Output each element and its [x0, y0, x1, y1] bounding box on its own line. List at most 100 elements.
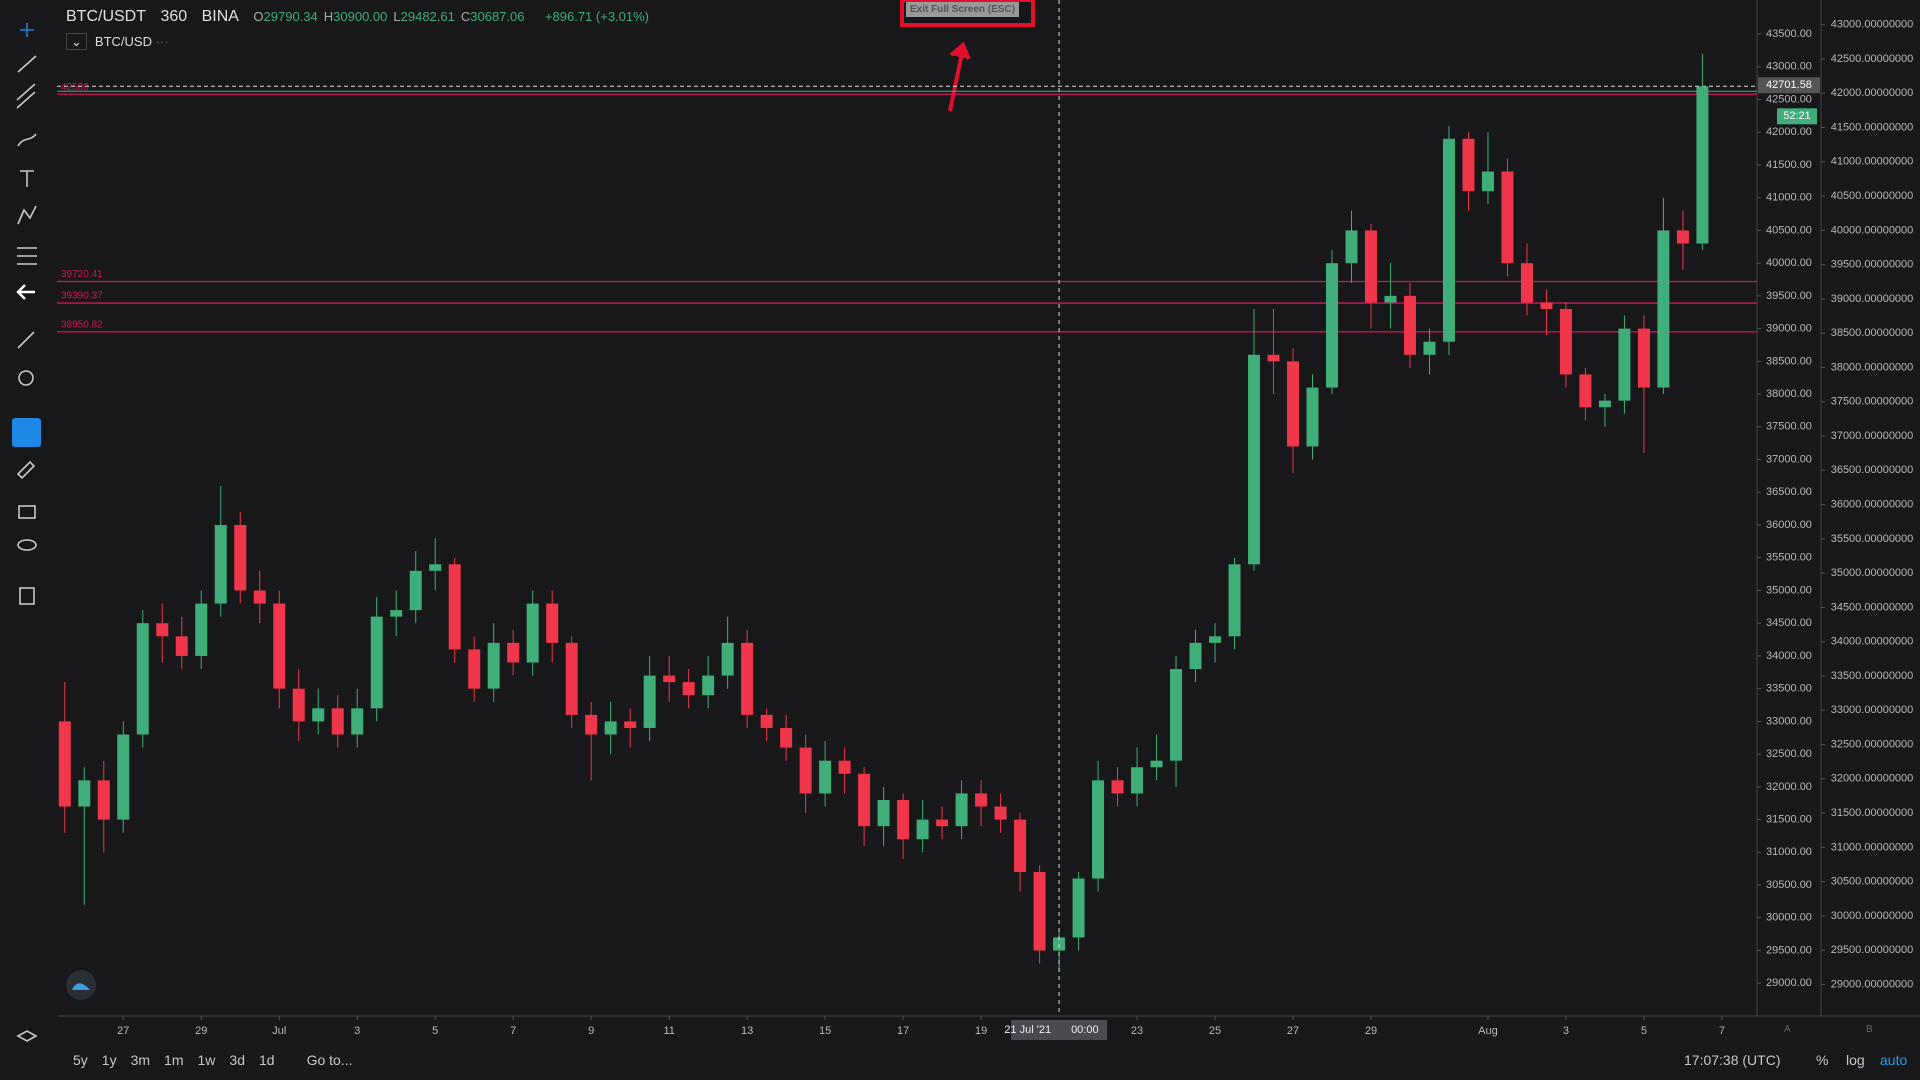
x-tick-label: 19: [975, 1025, 987, 1037]
trash-tool[interactable]: [19, 587, 35, 605]
zoom-tool[interactable]: [18, 370, 34, 386]
candle-body: [975, 793, 988, 807]
log-toggle[interactable]: log: [1846, 1052, 1865, 1068]
range-button[interactable]: 1m: [164, 1052, 184, 1068]
candle-body: [214, 525, 227, 604]
candle-body: [1657, 230, 1670, 388]
candle-body: [741, 642, 754, 715]
candle-body: [1559, 308, 1572, 375]
y-tick-label: 29000.00: [1766, 977, 1812, 989]
symbol[interactable]: BTC/USDT: [66, 8, 146, 25]
compare-symbol[interactable]: BTC/USD: [94, 34, 152, 49]
y-tick-label: 40500.00: [1766, 224, 1812, 236]
x-tick-label: 5: [1641, 1025, 1647, 1037]
draw-lock[interactable]: [16, 460, 36, 480]
candle-body: [253, 590, 266, 604]
y-tick-label: 39500.00: [1766, 290, 1812, 302]
y-tick-label: 29500.00: [1766, 944, 1812, 956]
y-tick-label: 34500.00: [1766, 617, 1812, 629]
range-button[interactable]: 3d: [229, 1052, 245, 1068]
candle-body: [624, 721, 637, 728]
y2-tick-label: 34000.00000000: [1831, 636, 1914, 648]
magnet-tool[interactable]: [12, 418, 41, 447]
ruler-tool[interactable]: [17, 331, 35, 349]
y-tick-label: 43000.00: [1766, 61, 1812, 73]
candle-body: [1306, 387, 1319, 447]
candle-body: [546, 603, 559, 643]
candle-body: [78, 780, 91, 807]
layers-tool[interactable]: [16, 1030, 38, 1042]
pattern-tool[interactable]: [17, 205, 37, 225]
ohlc-values: O29790.34 H30900.00 L29482.61 C30687.06: [253, 9, 530, 24]
candle-body: [292, 688, 305, 722]
tool-icons[interactable]: [12, 23, 41, 1042]
range-button[interactable]: 3m: [130, 1052, 151, 1068]
ohlc-key: H: [323, 9, 334, 24]
candle-body: [1033, 871, 1046, 951]
trendline-tool[interactable]: [17, 55, 37, 73]
ohlc-value: 29482.61: [400, 9, 455, 24]
y-tick-label: 38000.00: [1766, 388, 1812, 400]
crosshair-tool[interactable]: [20, 23, 34, 37]
y2-tick-label: 36000.00000000: [1831, 498, 1914, 510]
collapse-button[interactable]: ⌄: [66, 33, 87, 50]
y-tick-label: 41000.00: [1766, 192, 1812, 204]
range-button[interactable]: 1w: [197, 1052, 216, 1068]
level-label: 38950.82: [61, 319, 103, 330]
candle-body: [1131, 767, 1144, 794]
x-tick-label: 9: [588, 1025, 594, 1037]
candle-body: [351, 708, 364, 735]
y2-tick-label: 33000.00000000: [1831, 704, 1914, 716]
x-tick-label: 25: [1209, 1025, 1221, 1037]
x-tick-label: 3: [354, 1025, 360, 1037]
logo-mark: [72, 983, 90, 990]
goto-button[interactable]: Go to...: [306, 1052, 353, 1068]
candle-body: [663, 675, 676, 683]
candle-body: [604, 721, 617, 735]
more-dots[interactable]: ···: [155, 34, 169, 49]
y-tick-label: 36500.00: [1766, 486, 1812, 498]
candle-body: [390, 610, 403, 617]
pane-a[interactable]: A: [1784, 1024, 1791, 1035]
exchange: BINA: [201, 8, 239, 25]
annotation-arrow: [948, 41, 971, 112]
candle-body: [702, 675, 715, 696]
exit-fullscreen[interactable]: Exit Full Screen (ESC): [906, 2, 1020, 17]
lock-tool[interactable]: [18, 505, 36, 519]
fib-tool[interactable]: [16, 83, 36, 109]
ohlc-value: 30900.00: [333, 9, 388, 24]
x-tick-label: Jul: [272, 1025, 286, 1037]
y2-tick-label: 32500.00000000: [1831, 738, 1914, 750]
candle-body: [1540, 302, 1553, 309]
candle-body: [1384, 295, 1397, 303]
y2-tick-label: 41500.00000000: [1831, 121, 1914, 133]
auto-toggle[interactable]: auto: [1880, 1052, 1908, 1068]
candle-body: [468, 649, 481, 689]
candle-body: [1345, 230, 1358, 264]
pane-b[interactable]: B: [1866, 1024, 1873, 1035]
percent-toggle[interactable]: %: [1816, 1052, 1829, 1068]
visibility-tool[interactable]: [17, 539, 37, 551]
text-tool[interactable]: [20, 170, 34, 187]
crosshair-time: 00:00: [1071, 1024, 1099, 1036]
y2-tick-label: 35500.00000000: [1831, 533, 1914, 545]
candle-body: [448, 564, 461, 650]
brush-tool[interactable]: [17, 133, 37, 147]
x-tick-label: 29: [1365, 1025, 1377, 1037]
candle-body: [760, 714, 773, 728]
x-tick-label: Aug: [1478, 1025, 1498, 1037]
range-button[interactable]: 1d: [258, 1052, 275, 1068]
candle-body: [1501, 171, 1514, 264]
y2-tick-label: 38500.00000000: [1831, 327, 1914, 339]
measure-tool[interactable]: [17, 247, 37, 265]
range-button[interactable]: 5y: [73, 1052, 88, 1068]
y2-tick-label: 32000.00000000: [1831, 773, 1914, 785]
clock: 17:07:38 (UTC): [1684, 1052, 1781, 1068]
y2-tick-label: 37000.00000000: [1831, 430, 1914, 442]
range-button[interactable]: 1y: [101, 1052, 117, 1068]
crosshair-tag: [1011, 1020, 1108, 1040]
interval[interactable]: 360: [160, 8, 188, 25]
back-tool[interactable]: [16, 284, 35, 300]
candle-body: [1637, 328, 1650, 388]
candle-body: [936, 819, 949, 827]
